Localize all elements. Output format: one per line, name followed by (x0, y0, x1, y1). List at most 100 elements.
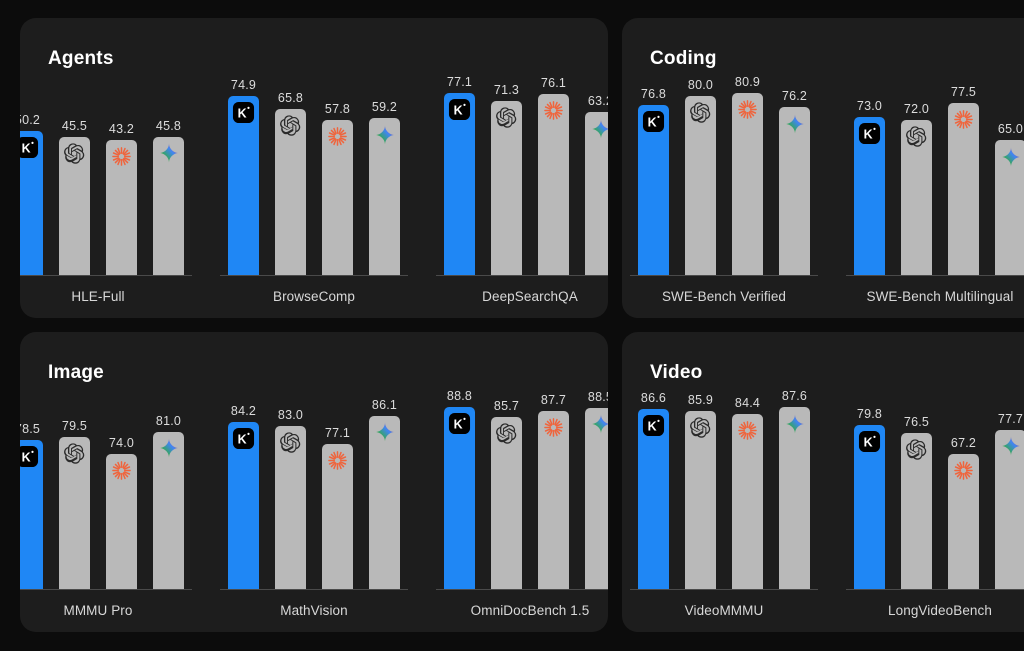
bar-claude[interactable] (538, 410, 569, 589)
bar-claude[interactable] (538, 94, 569, 275)
openai-logo-icon (905, 438, 928, 461)
bar-item-claude[interactable]: 77.5 (945, 80, 982, 275)
bar-claude[interactable] (732, 93, 763, 275)
bar-item-gemini[interactable]: 76.2 (776, 75, 813, 275)
bar-value-label: 76.2 (781, 89, 808, 103)
bar-openai[interactable] (59, 137, 90, 275)
bar-kimi[interactable]: K (228, 421, 259, 589)
bar-openai[interactable] (901, 119, 932, 275)
bar-item-gemini[interactable]: 77.7 (992, 394, 1024, 589)
bar-item-openai[interactable]: 85.7 (488, 389, 525, 589)
bar-gemini[interactable] (369, 415, 400, 589)
bar-item-claude[interactable]: 84.4 (729, 389, 766, 589)
bar-item-claude[interactable]: 67.2 (945, 394, 982, 589)
bar-item-gemini[interactable]: 59.2 (366, 78, 403, 275)
bar-kimi[interactable]: K (20, 439, 43, 589)
bar-item-openai[interactable]: 80.0 (682, 75, 719, 275)
bar-item-gemini[interactable]: 81.0 (150, 394, 187, 589)
bar-item-kimi[interactable]: 76.8 K (635, 75, 672, 275)
bar-claude[interactable] (322, 444, 353, 589)
bar-item-gemini[interactable]: 86.1 (366, 394, 403, 589)
bar-item-kimi[interactable]: 50.2 K (20, 80, 46, 275)
bar-gemini[interactable] (995, 429, 1024, 589)
bar-value-label: 63.2 (587, 94, 608, 109)
bar-item-openai[interactable]: 45.5 (56, 80, 93, 275)
bar-claude[interactable] (948, 103, 979, 275)
bar-item-claude[interactable]: 87.7 (535, 389, 572, 589)
bar-item-claude[interactable]: 43.2 (103, 80, 140, 275)
bar-claude[interactable] (106, 140, 137, 275)
bar-openai[interactable] (275, 425, 306, 589)
bar-item-claude[interactable]: 57.8 (319, 78, 356, 275)
bar-item-kimi[interactable]: 74.9 K (225, 78, 262, 275)
bar-item-openai[interactable]: 85.9 (682, 389, 719, 589)
bar-claude[interactable] (948, 454, 979, 589)
bar-group: 74.9 K 65.8 57.8 (220, 78, 408, 304)
claude-logo-icon (542, 99, 565, 122)
bar-group: 88.8 K 85.7 87.7 (436, 389, 608, 618)
bar-kimi[interactable]: K (444, 407, 475, 589)
bar-value-label: 74.9 (230, 78, 257, 93)
bar-gemini[interactable] (153, 431, 184, 589)
bar-value-label: 65.8 (277, 90, 304, 105)
bar-openai[interactable] (491, 416, 522, 589)
bar-item-openai[interactable]: 83.0 (272, 394, 309, 589)
bar-item-openai[interactable]: 72.0 (898, 80, 935, 275)
bar-item-kimi[interactable]: 86.6 K (635, 389, 672, 589)
bar-groups: 78.5 K 79.5 74.0 (20, 389, 608, 618)
bar-kimi[interactable]: K (444, 93, 475, 275)
openai-logo-icon (279, 431, 302, 454)
bar-gemini[interactable] (779, 107, 810, 275)
bar-item-gemini[interactable]: 88.5 (582, 389, 608, 589)
bar-kimi[interactable]: K (20, 130, 43, 275)
gemini-logo-icon (157, 437, 180, 460)
gemini-logo-icon (999, 435, 1022, 458)
bar-item-claude[interactable]: 76.1 (535, 75, 572, 275)
bar-item-kimi[interactable]: 78.5 K (20, 394, 46, 589)
bar-gemini[interactable] (153, 136, 184, 275)
bar-item-openai[interactable]: 65.8 (272, 78, 309, 275)
bar-claude[interactable] (322, 119, 353, 275)
bar-item-claude[interactable]: 74.0 (103, 394, 140, 589)
bar-gemini[interactable] (779, 407, 810, 589)
bar-kimi[interactable]: K (638, 105, 669, 275)
bar-item-openai[interactable]: 79.5 (56, 394, 93, 589)
bar-kimi[interactable]: K (854, 425, 885, 589)
bar-gemini[interactable] (995, 140, 1024, 275)
bar-gemini[interactable] (369, 118, 400, 275)
bar-openai[interactable] (685, 95, 716, 275)
bar-item-gemini[interactable]: 63.2 (582, 75, 608, 275)
bar-value-label: 72.0 (903, 101, 930, 116)
bar-item-openai[interactable]: 76.5 (898, 394, 935, 589)
bar-openai[interactable] (901, 432, 932, 589)
bar-item-claude[interactable]: 77.1 (319, 394, 356, 589)
bar-item-kimi[interactable]: 73.0 K (851, 80, 888, 275)
bar-item-kimi[interactable]: 84.2 K (225, 394, 262, 589)
bar-item-gemini[interactable]: 87.6 (776, 389, 813, 589)
bar-value-label: 80.0 (687, 77, 714, 92)
bar-value-label: 77.7 (997, 411, 1024, 426)
bar-item-kimi[interactable]: 79.8 K (851, 394, 888, 589)
claude-logo-icon (110, 145, 133, 168)
bar-value-label: 76.1 (540, 76, 567, 91)
bar-item-kimi[interactable]: 88.8 K (441, 389, 478, 589)
bar-claude[interactable] (732, 414, 763, 589)
bar-item-kimi[interactable]: 77.1 K (441, 75, 478, 275)
bar-value-label: 81.0 (155, 413, 182, 428)
bar-kimi[interactable]: K (854, 116, 885, 275)
bar-openai[interactable] (685, 410, 716, 589)
gemini-logo-icon (783, 112, 806, 135)
bar-item-gemini[interactable]: 65.0 (992, 80, 1024, 275)
bar-claude[interactable] (106, 454, 137, 589)
bar-openai[interactable] (59, 436, 90, 589)
bar-item-gemini[interactable]: 45.8 (150, 80, 187, 275)
bar-gemini[interactable] (585, 407, 608, 589)
bar-value-label: 79.5 (61, 418, 88, 433)
bar-openai[interactable] (491, 101, 522, 275)
bar-gemini[interactable] (585, 112, 608, 275)
bar-item-openai[interactable]: 71.3 (488, 75, 525, 275)
bar-kimi[interactable]: K (228, 96, 259, 275)
bar-item-claude[interactable]: 80.9 (729, 75, 766, 275)
bar-kimi[interactable]: K (638, 409, 669, 589)
bar-openai[interactable] (275, 108, 306, 275)
